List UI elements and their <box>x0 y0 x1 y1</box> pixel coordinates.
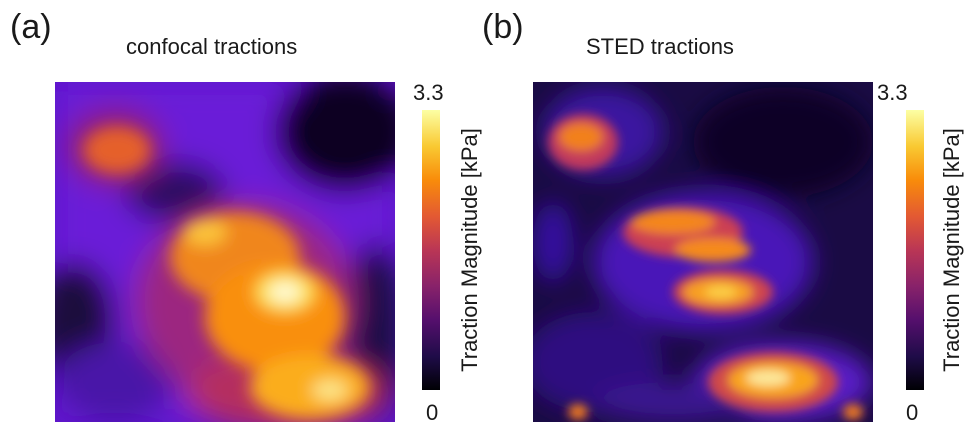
panel-a: (a) confocal tractions <box>0 0 482 425</box>
colorbar-a <box>422 110 440 390</box>
colorbar-b-min: 0 <box>906 400 919 425</box>
colorbar-b-max: 3.3 <box>877 80 908 105</box>
panel-b-label: (b) <box>482 8 524 46</box>
colorbar-b-label: Traction Magnitude [kPa] <box>939 128 964 372</box>
colorbar-b <box>906 110 924 390</box>
colorbar-a-min: 0 <box>426 400 439 425</box>
panel-b: (b) STED tractions <box>480 0 967 425</box>
confocal-traction-map <box>55 82 395 422</box>
panel-a-label: (a) <box>10 8 52 46</box>
colorbar-a-max: 3.3 <box>413 80 444 105</box>
panel-a-title: confocal tractions <box>126 34 298 59</box>
panel-b-title: STED tractions <box>586 34 734 59</box>
sted-traction-map <box>533 82 873 422</box>
